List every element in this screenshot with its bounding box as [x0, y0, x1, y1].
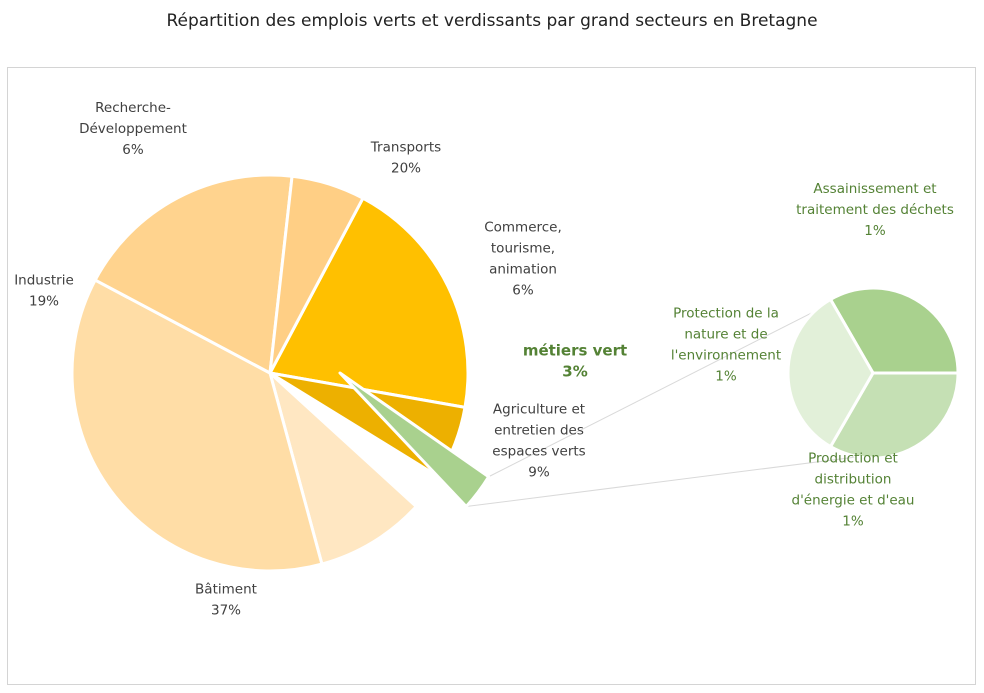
agriculture-et-label: Agriculture et entretien des espaces verts… — [492, 402, 585, 481]
agriculture-et-label-line: espaces verts — [492, 444, 585, 460]
recherche-label-line: Recherche- — [95, 100, 171, 116]
commerce-label: Commerce, tourisme, animation 6% — [484, 220, 562, 299]
recherche-slice — [268, 174, 365, 375]
batiment-label-line: Bâtiment — [195, 582, 257, 598]
production-et-label-line: Production et — [808, 451, 898, 467]
recherche-label: Recherche- Développement 6% — [79, 100, 187, 158]
batiment-label: Bâtiment 37% — [195, 582, 257, 619]
protection-de-la-label-line: Protection de la — [673, 306, 779, 322]
metiers-vert-label: métiers vert 3% — [523, 342, 627, 381]
assainissement-et-label-line: Assainissement et — [813, 181, 936, 197]
agriculture-et-percent: 9% — [528, 465, 550, 481]
metiers-vert-percent: 3% — [562, 363, 587, 381]
detail-pie — [786, 286, 960, 460]
connector-lines — [466, 288, 859, 508]
protection-de-la-label: Protection de la nature et de l'environnem… — [671, 306, 781, 385]
main-pie — [70, 173, 491, 573]
protection-de-la-label-line: nature et de — [684, 327, 767, 343]
agriculture-et-slice — [268, 371, 418, 566]
industrie-slice — [93, 173, 294, 375]
protection-de-la-slice — [786, 297, 875, 449]
metiers-vert-label-line: métiers vert — [523, 342, 627, 360]
batiment-slice — [70, 278, 324, 573]
connector-line-top — [488, 288, 859, 478]
transports-label-line: Transports — [370, 140, 441, 156]
transports-percent: 20% — [391, 161, 421, 177]
production-et-label-line: d'énergie et d'eau — [792, 493, 915, 509]
industrie-label-line: Industrie — [14, 273, 74, 289]
protection-de-la-percent: 1% — [715, 369, 737, 385]
assainissement-et-label-line: traitement des déchets — [796, 202, 954, 218]
industrie-label: Industrie 19% — [14, 273, 74, 310]
production-et-label-line: distribution — [815, 472, 892, 488]
batiment-percent: 37% — [211, 603, 241, 619]
metiers-vert-slice — [338, 371, 491, 509]
transports-label: Transports 20% — [370, 140, 441, 177]
agriculture-et-label-line: entretien des — [494, 423, 584, 439]
assainissement-et-percent: 1% — [864, 223, 886, 239]
chart-title: Répartition des emplois verts et verdiss… — [166, 11, 818, 31]
recherche-label-line: Développement — [79, 121, 187, 137]
connector-line-bottom — [466, 456, 859, 508]
slice-labels: Transports 20% Commerce, tourisme, animation… — [14, 100, 954, 619]
production-et-percent: 1% — [842, 514, 864, 530]
agriculture-et-label-line: Agriculture et — [493, 402, 585, 418]
commerce-percent: 6% — [512, 283, 534, 299]
industrie-percent: 19% — [29, 294, 59, 310]
commerce-label-line: animation — [489, 262, 557, 278]
recherche-percent: 6% — [122, 142, 144, 158]
production-et-label: Production et distribution d'énergie et d'… — [792, 451, 915, 530]
chart-frame — [7, 67, 976, 685]
assainissement-et-label: Assainissement et traitement des déchets 1… — [796, 181, 954, 239]
transports-slice — [268, 196, 470, 409]
commerce-label-line: Commerce, — [484, 220, 562, 236]
commerce-label-line: tourisme, — [491, 241, 555, 257]
protection-de-la-label-line: l'environnement — [671, 348, 781, 364]
